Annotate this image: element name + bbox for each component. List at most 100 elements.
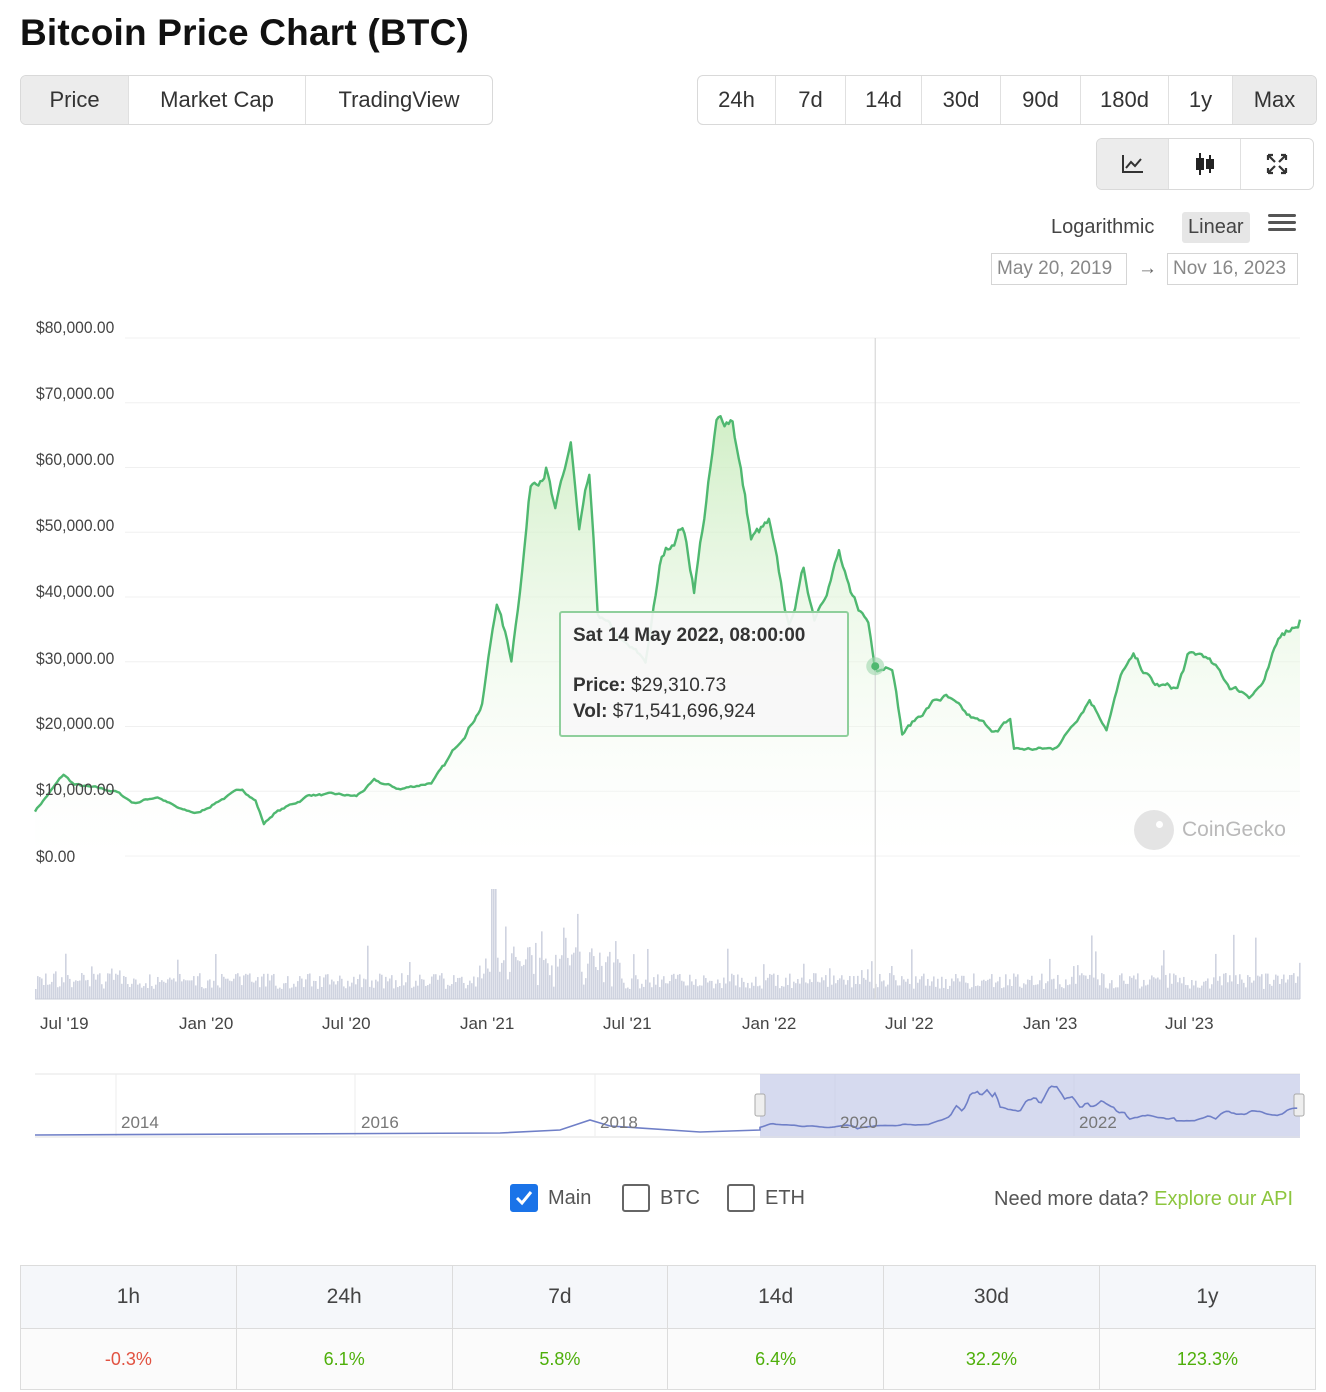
navigator-year-label: 2022 (1079, 1113, 1117, 1132)
volume-bar (443, 978, 445, 999)
price-chart[interactable] (0, 0, 1326, 1160)
volume-bar (563, 927, 565, 999)
volume-bar (595, 967, 597, 999)
volume-bar (467, 984, 469, 999)
logarithmic-toggle[interactable]: Logarithmic (1051, 216, 1155, 238)
main-checkbox[interactable] (510, 1184, 538, 1212)
volume-bar (663, 976, 665, 999)
volume-bar (439, 975, 441, 999)
volume-bar (449, 985, 451, 999)
volume-bar (215, 954, 217, 999)
date-from-input[interactable]: May 20, 2019 (991, 253, 1127, 285)
hamburger-menu-icon[interactable] (1268, 210, 1296, 236)
range-30d-button[interactable]: 30d (922, 76, 1001, 124)
volume-bar (421, 979, 423, 999)
volume-bar (483, 973, 485, 999)
volume-bar (387, 981, 389, 999)
volume-bar (907, 978, 909, 999)
volume-bar (187, 980, 189, 999)
volume-bar (335, 984, 337, 999)
range-14d-button[interactable]: 14d (846, 76, 922, 124)
volume-bar (1077, 965, 1079, 999)
explore-api-link[interactable]: Explore our API (1154, 1188, 1294, 1210)
btc-series-toggle[interactable]: BTC (622, 1184, 700, 1212)
volume-bar (829, 968, 831, 999)
main-series-toggle[interactable]: Main (510, 1184, 591, 1212)
volume-bar (513, 946, 515, 999)
volume-bar (573, 952, 575, 999)
volume-bar (773, 973, 775, 999)
volume-bar (221, 973, 223, 999)
volume-bar (1267, 973, 1269, 999)
volume-bar (1215, 953, 1217, 999)
volume-bar (249, 973, 251, 999)
linear-toggle[interactable]: Linear (1182, 212, 1250, 243)
range-7d-button[interactable]: 7d (776, 76, 846, 124)
volume-bar (639, 988, 641, 999)
candlestick-button[interactable] (1169, 139, 1241, 189)
volume-bar (157, 976, 159, 999)
change-value: 5.8% (451, 1328, 669, 1390)
tab-tradingview[interactable]: TradingView (338, 87, 460, 112)
range-1y-button[interactable]: 1y (1169, 76, 1233, 124)
range-90d-button[interactable]: 90d (1001, 76, 1081, 124)
eth-series-toggle[interactable]: ETH (727, 1184, 805, 1212)
volume-bar (1087, 978, 1089, 999)
volume-bar (741, 977, 743, 999)
volume-bar (815, 973, 817, 999)
volume-bar (543, 960, 545, 999)
volume-bar (899, 985, 901, 999)
volume-bar (887, 984, 889, 999)
volume-bar (1097, 979, 1099, 999)
volume-bar (1045, 983, 1047, 999)
volume-bar (587, 963, 589, 999)
tab-market-cap[interactable]: Market Cap (129, 76, 306, 124)
volume-bar (695, 979, 697, 999)
volume-bar (135, 979, 137, 999)
volume-bar (1295, 982, 1297, 999)
volume-bar (845, 984, 847, 999)
volume-bar (1243, 982, 1245, 999)
volume-bar (1299, 962, 1301, 999)
volume-bar (211, 987, 213, 999)
btc-checkbox[interactable] (622, 1184, 650, 1212)
volume-bar (1055, 988, 1057, 999)
volume-bar (883, 980, 885, 999)
volume-bar (673, 973, 675, 999)
volume-bar (1171, 983, 1173, 999)
volume-bar (359, 974, 361, 999)
volume-bar (1297, 976, 1299, 999)
main-label: Main (548, 1186, 592, 1209)
range-max-button[interactable]: Max (1233, 76, 1316, 124)
date-to-input[interactable]: Nov 16, 2023 (1167, 253, 1298, 285)
volume-bar (625, 988, 627, 999)
volume-bar (167, 979, 169, 999)
change-value: -0.3% (20, 1328, 237, 1390)
eth-checkbox[interactable] (727, 1184, 755, 1212)
volume-bar (767, 977, 769, 999)
volume-bar (577, 913, 579, 999)
fullscreen-button[interactable] (1241, 139, 1313, 189)
volume-bar (893, 975, 895, 999)
y-tick-label: $70,000.00 (36, 384, 115, 403)
volume-bar (315, 981, 317, 999)
volume-bar (851, 987, 853, 999)
range-24h-button[interactable]: 24h (698, 76, 776, 124)
volume-bar (973, 973, 975, 999)
line-chart-button[interactable] (1097, 139, 1169, 189)
volume-bar (727, 948, 729, 999)
volume-bar (827, 986, 829, 999)
range-180d-button[interactable]: 180d (1081, 76, 1169, 124)
volume-bar (1073, 966, 1075, 999)
navigator-year-label: 2020 (840, 1113, 878, 1132)
volume-bar (237, 973, 239, 999)
volume-bar (1287, 979, 1289, 999)
volume-bar (653, 977, 655, 999)
volume-bar (1103, 974, 1105, 999)
volume-bar (89, 986, 91, 999)
chart-type-tabs: Price Market Cap TradingView (20, 75, 493, 125)
volume-bar (1177, 982, 1179, 999)
volume-bar (489, 971, 491, 999)
btc-label: BTC (660, 1186, 700, 1209)
tab-price[interactable]: Price (21, 76, 129, 124)
